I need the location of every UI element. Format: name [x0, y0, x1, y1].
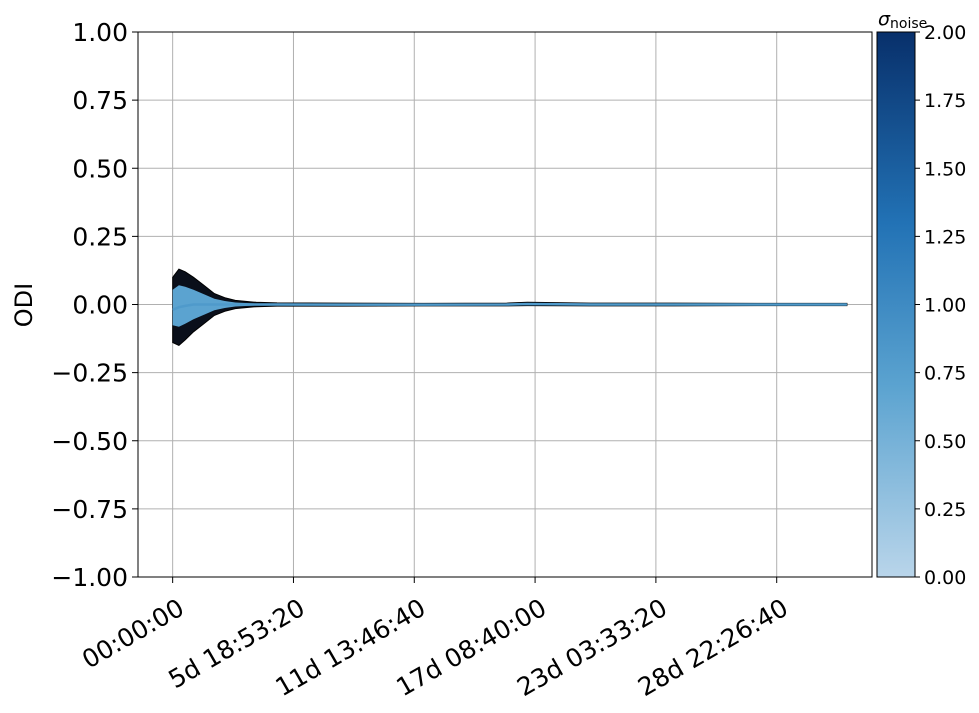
- colorbar-tick-label: 1.50: [924, 158, 966, 180]
- y-axis-label: ODI: [10, 283, 38, 327]
- colorbar-axis: 2.00 1.75 1.50 1.25 1.00 0.75 0.50 0.25 0.00: [915, 22, 966, 589]
- y-tick-label: 1.00: [72, 18, 128, 47]
- colorbar-tick-label: 2.00: [924, 22, 966, 44]
- colorbar-tick-label: 0.25: [924, 499, 966, 521]
- colorbar-tick-label: 1.00: [924, 295, 966, 317]
- series-line: [172, 302, 847, 312]
- colorbar-label-symbol: σ: [878, 8, 891, 30]
- colorbar: [876, 31, 916, 578]
- y-tick-label: 0.50: [72, 154, 128, 183]
- colorbar-tick-label: 0.50: [924, 431, 966, 453]
- y-tick-label: 0.75: [72, 86, 128, 115]
- colorbar-tick-label: 0.00: [924, 567, 966, 589]
- y-axis: 1.00 0.75 0.50 0.25 0.00 −0.25 −0.50 −0.75 −1.00: [51, 18, 138, 592]
- y-tick-label: −1.00: [51, 563, 128, 592]
- y-tick-label: 0.25: [72, 222, 128, 251]
- colorbar-tick-label: 0.75: [924, 363, 966, 385]
- y-tick-label: 0.00: [72, 291, 128, 320]
- colorbar-tick-label: 1.75: [924, 90, 966, 112]
- colorbar-label: σnoise: [878, 8, 927, 32]
- colorbar-label-subscript: noise: [890, 16, 927, 32]
- y-tick-label: −0.75: [51, 495, 128, 524]
- colorbar-tick-label: 1.25: [924, 226, 966, 248]
- y-tick-label: −0.25: [51, 359, 128, 388]
- series-group: [172, 268, 848, 346]
- x-tick-label: 00:00:00: [77, 593, 189, 674]
- y-tick-label: −0.50: [51, 427, 128, 456]
